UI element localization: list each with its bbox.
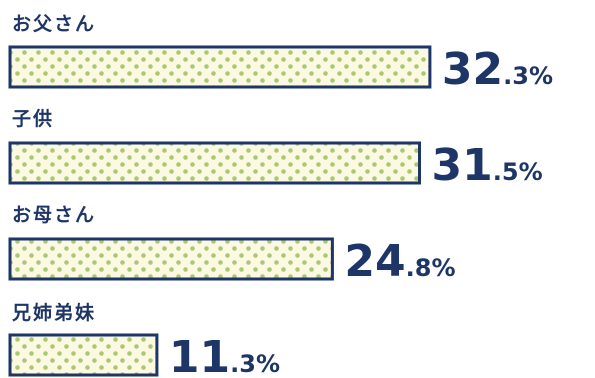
value-unit: % (256, 350, 280, 378)
value-label: 24.8% (344, 236, 455, 287)
value-decimal: .5 (493, 158, 519, 186)
value-decimal: .3 (503, 62, 529, 90)
value-decimal: .8 (406, 254, 432, 282)
value-label: 32.3% (442, 44, 553, 95)
bar (8, 45, 432, 89)
category-label: お父さん (12, 13, 96, 35)
value-decimal: .3 (230, 350, 256, 378)
value-unit: % (519, 158, 543, 186)
bar (8, 141, 421, 185)
value-label: 11.3% (169, 332, 280, 378)
value-integer: 11 (169, 332, 230, 378)
category-label: 兄姉弟妹 (11, 301, 96, 324)
value-label: 31.5% (432, 140, 543, 191)
value-integer: 32 (442, 44, 503, 95)
value-unit: % (529, 62, 553, 90)
bar (8, 333, 159, 377)
value-integer: 31 (432, 140, 493, 191)
value-unit: % (431, 254, 455, 282)
category-label: 子供 (12, 107, 54, 130)
bar (8, 237, 334, 281)
value-integer: 24 (344, 236, 405, 287)
category-label: お母さん (12, 204, 96, 226)
